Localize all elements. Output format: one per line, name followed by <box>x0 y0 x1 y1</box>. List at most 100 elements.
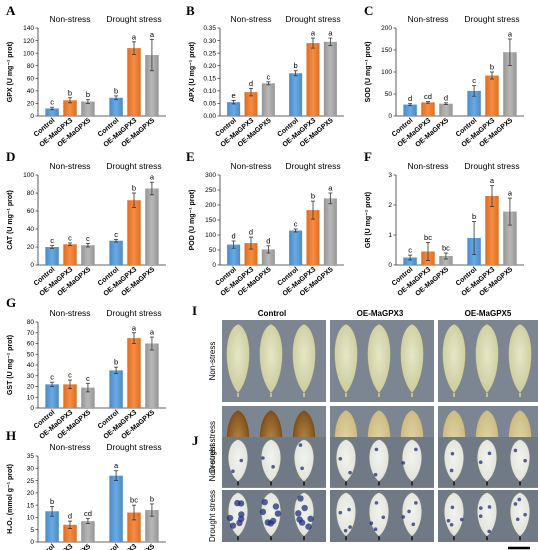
panel-d-y-tick-label: 20 <box>27 244 35 251</box>
panel-a-group-label: Drought stress <box>106 14 161 24</box>
panel-c-group-label: Drought stress <box>464 14 519 24</box>
panel-a-significance-letter: a <box>132 32 137 41</box>
panel-d-bar <box>81 245 95 265</box>
panel-g-group-label: Drought stress <box>106 308 161 318</box>
panel-d-bar <box>109 240 123 265</box>
panel-j-stain-spot <box>238 511 245 518</box>
panel-g-y-tick-label: 70 <box>27 330 35 337</box>
panel-f-error-bar <box>490 185 494 207</box>
panel-h-letter: H <box>6 428 16 443</box>
panel-e-error-bar <box>293 228 298 233</box>
panel-a-y-tick-label: 40 <box>27 88 35 95</box>
panel-e-bar <box>244 243 258 265</box>
panel-j-stain-spot <box>338 510 343 515</box>
panel-c-bar <box>421 102 435 116</box>
panel-j-stain-spot <box>401 515 406 519</box>
panel-j-stain-spot <box>301 504 308 512</box>
panel-e-y-tick-label: 0 <box>212 262 216 269</box>
panel-b-y-tick-label: 0.05 <box>203 101 216 108</box>
panel-d-significance-letter: c <box>86 234 90 243</box>
panel-c-significance-letter: d <box>444 93 448 102</box>
panel-h-significance-letter: b <box>150 494 154 503</box>
panel-g-y-tick-label: 30 <box>27 373 35 380</box>
panel-j-stain-spot <box>517 497 522 502</box>
panel-f-significance-letter: bc <box>424 233 432 242</box>
panel-c-error-bar <box>426 101 430 104</box>
panel-h-error-bar <box>114 470 119 481</box>
panel-a-bar <box>45 108 59 116</box>
panel-g-y-tick-label: 10 <box>27 394 35 401</box>
panel-h-chart: H H₂O₂ (mmol g⁻¹ prot) 0 5 10 15 20 25 30 35 Non-s… <box>6 428 166 550</box>
panel-h-error-bar <box>149 503 154 517</box>
panel-a-y-tick-label: 100 <box>23 50 34 57</box>
panel-a-error-bar <box>132 41 136 55</box>
panel-g-y-tick-label: 60 <box>27 341 35 348</box>
panel-b-bar <box>323 41 337 117</box>
panel-d-significance-letter: c <box>68 233 72 242</box>
panel-b-y-tick-label: 0.15 <box>203 75 216 82</box>
panel-e-bar <box>306 210 320 265</box>
panel-h-error-bar <box>85 518 90 524</box>
panel-j-stain-spot <box>523 512 527 517</box>
panel-b-significance-letter: a <box>311 29 316 38</box>
panel-f-y-axis-label: GR (U mg⁻¹ prot) <box>365 192 372 248</box>
panel-h-y-tick-label: 20 <box>27 490 35 497</box>
panel-j-stain-spot <box>449 468 454 473</box>
panel-j-stain-spot <box>348 525 352 529</box>
panel-j-stain-spot <box>513 502 518 506</box>
panel-d-significance-letter: b <box>132 184 136 193</box>
panel-j-stain-spot <box>300 466 304 471</box>
panel-e-bar <box>227 244 241 265</box>
panel-e-significance-letter: d <box>249 228 253 237</box>
panel-a-group-label: Non-stress <box>49 14 90 24</box>
panel-h-significance-letter: d <box>68 512 72 521</box>
panel-j-stain-spot <box>338 456 343 461</box>
panel-g-y-tick-label: 0 <box>30 405 34 412</box>
panel-e-significance-letter: d <box>232 232 236 241</box>
panel-d-error-bar <box>68 242 72 247</box>
panel-c-letter: C <box>364 3 373 18</box>
panel-f-error-bar <box>426 242 430 261</box>
panel-a-bar <box>63 100 77 116</box>
panel-c-error-bar <box>507 38 512 66</box>
leaf-images-layer: I Control OE-MaGPX3 OE-MaGPX5Non-stressDrou… <box>192 303 538 550</box>
panel-j-stain-spot <box>348 470 352 475</box>
panel-b-group-label: Drought stress <box>285 14 340 24</box>
panel-c-significance-letter: c <box>472 76 476 85</box>
panel-c-chart: C SOD (U mg⁻¹ prot) 0 50 100 150 200 Non-stress… <box>364 3 524 149</box>
panel-h-significance-letter: b <box>50 497 54 506</box>
panel-a-y-tick-label: 20 <box>27 101 35 108</box>
panel-e-error-bar <box>266 245 271 254</box>
panel-f-letter: F <box>364 149 372 164</box>
panel-e-bar <box>261 249 275 265</box>
panel-e-bar <box>323 198 337 265</box>
panel-j-stain-spot <box>272 503 280 510</box>
panel-j-stain-spot <box>401 461 406 465</box>
panel-a-y-tick-label: 0 <box>30 113 34 120</box>
panel-g-y-tick-label: 40 <box>27 362 35 369</box>
panel-j-stain-spot <box>373 527 378 532</box>
panel-b-bar <box>244 92 258 116</box>
panel-d-chart: D CAT (U mg⁻¹ prot) 0 20 40 60 80 100 Non-stress… <box>6 149 166 298</box>
panel-g-bar <box>63 384 77 408</box>
panel-j-stain-spot <box>523 458 527 463</box>
panel-j-image: J Non-stress Drought stress <box>192 433 538 550</box>
panel-a-y-tick-label: 80 <box>27 63 35 70</box>
panel-b-bar <box>227 102 241 116</box>
panel-b-bar <box>261 83 275 116</box>
panel-e-y-tick-label: 300 <box>205 172 216 179</box>
panel-h-bar <box>109 475 123 542</box>
panel-j-stain-spot <box>274 510 282 517</box>
panel-j-stain-spot <box>259 508 267 516</box>
panel-g-bar <box>109 370 123 408</box>
panel-e-y-tick-label: 50 <box>209 247 217 254</box>
panel-h-y-tick-label: 15 <box>27 502 35 509</box>
panel-j-stain-spot <box>343 528 348 533</box>
panel-b-error-bar <box>231 100 236 105</box>
panel-j-stain-spot <box>478 514 483 519</box>
panel-d-y-tick-label: 40 <box>27 226 35 233</box>
panel-c-error-bar <box>472 85 477 97</box>
panel-j-stain-spot <box>236 519 243 527</box>
panel-i-letter: I <box>192 303 197 318</box>
panel-h-group-label: Drought stress <box>106 442 161 452</box>
